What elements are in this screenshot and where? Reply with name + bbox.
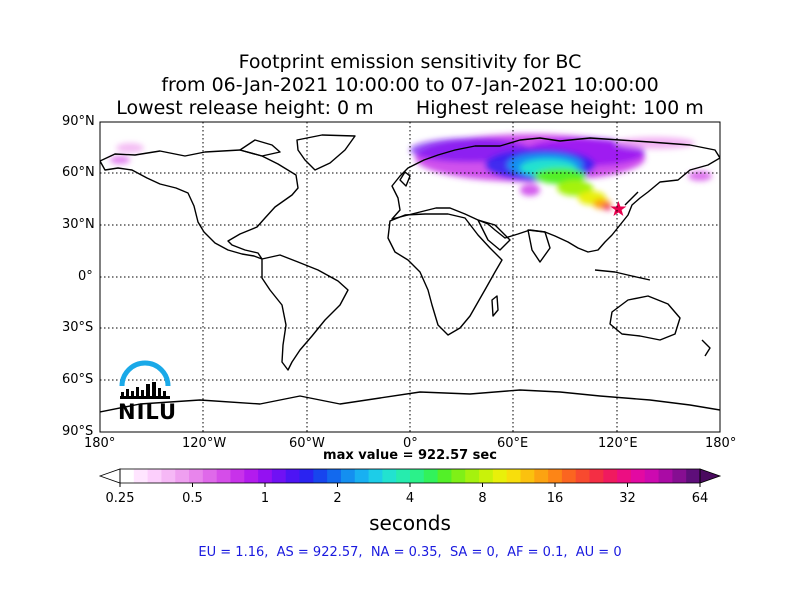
colorbar-cell bbox=[410, 469, 425, 483]
coastlines bbox=[100, 134, 720, 413]
colorbar-cell bbox=[147, 469, 162, 483]
colorbar-cell bbox=[520, 469, 535, 483]
colorbar-cell bbox=[189, 469, 204, 483]
colorbar-cell bbox=[548, 469, 563, 483]
lat-tick-30n: 30°N bbox=[62, 217, 95, 232]
colorbar-cell bbox=[561, 469, 577, 483]
colorbar-cell bbox=[492, 469, 508, 483]
colorbar-cell bbox=[396, 469, 411, 483]
title-line-2: from 06-Jan-2021 10:00:00 to 07-Jan-2021… bbox=[161, 74, 659, 96]
colorbar-cell bbox=[216, 469, 231, 483]
colorbar-cell bbox=[506, 469, 521, 483]
colorbar-tick-label: 16 bbox=[547, 491, 564, 506]
colorbar-over-arrow bbox=[699, 468, 722, 484]
colorbar-cell bbox=[133, 469, 149, 483]
colorbar-cell bbox=[644, 469, 660, 483]
colorbar-under-arrow bbox=[98, 468, 121, 484]
lat-tick-60s: 60°S bbox=[62, 372, 94, 387]
colorbar-tick-label: 1 bbox=[261, 491, 269, 506]
colorbar-cell bbox=[354, 469, 370, 483]
colorbar-cell bbox=[327, 469, 342, 483]
nilu-logo bbox=[119, 360, 171, 399]
colorbar-cell bbox=[340, 469, 356, 483]
colorbar-cell bbox=[313, 469, 328, 483]
colorbar-tick-label: 0.25 bbox=[106, 491, 135, 506]
colorbar-cell bbox=[672, 469, 687, 483]
colorbar-cell bbox=[603, 469, 618, 483]
colorbar-cell bbox=[175, 469, 190, 483]
lon-tick-180w: 180° bbox=[84, 436, 116, 451]
colorbar-cell bbox=[423, 469, 439, 483]
colorbar-cell bbox=[368, 469, 383, 483]
colorbar-cell bbox=[589, 469, 604, 483]
colorbar-cell bbox=[451, 469, 466, 483]
colorbar-cell bbox=[244, 469, 259, 483]
colorbar-tick-label: 32 bbox=[619, 491, 636, 506]
colorbar-cell bbox=[258, 469, 273, 483]
lat-tick-60n: 60°N bbox=[62, 165, 95, 180]
lat-tick-90s: 90°S bbox=[62, 424, 94, 439]
colorbar-tick-label: 0.5 bbox=[182, 491, 203, 506]
map-frame bbox=[99, 121, 721, 433]
colorbar-tick-label: 64 bbox=[692, 491, 709, 506]
colorbar-cell bbox=[120, 469, 135, 483]
colorbar-tick-label: 2 bbox=[333, 491, 341, 506]
nilu-logo-text: NILU bbox=[118, 400, 178, 424]
colorbar-cell bbox=[202, 469, 218, 483]
colorbar-cell bbox=[271, 469, 287, 483]
lat-tick-90n: 90°N bbox=[62, 114, 95, 129]
lon-tick-60e: 60°E bbox=[497, 436, 529, 451]
colorbar-tick-label: 4 bbox=[406, 491, 414, 506]
colorbar-cell bbox=[479, 469, 494, 483]
lon-tick-0: 0° bbox=[403, 436, 418, 451]
colorbar-cell bbox=[437, 469, 452, 483]
lat-tick-30s: 30°S bbox=[62, 320, 94, 335]
colorbar-cell bbox=[686, 469, 701, 483]
colorbar-cell bbox=[465, 469, 480, 483]
lon-tick-120e: 120°E bbox=[598, 436, 638, 451]
colorbar-cell bbox=[299, 469, 314, 483]
colorbar-units-label: seconds bbox=[369, 511, 451, 535]
colorbar-cell bbox=[575, 469, 591, 483]
title-line-1: Footprint emission sensitivity for BC bbox=[238, 51, 582, 73]
colorbar-cell bbox=[285, 469, 301, 483]
colorbar-cell bbox=[382, 469, 397, 483]
colorbar-cell bbox=[534, 469, 549, 483]
title-line-3: Lowest release height: 0 m Highest relea… bbox=[116, 97, 704, 119]
max-value-label: max value = 922.57 sec bbox=[323, 448, 497, 463]
lon-tick-180e: 180° bbox=[705, 436, 737, 451]
colorbar-tick-label: 8 bbox=[478, 491, 486, 506]
lon-tick-60w: 60°W bbox=[289, 436, 325, 451]
release-point-star bbox=[610, 201, 627, 216]
lon-tick-120w: 120°W bbox=[182, 436, 227, 451]
colorbar-cell bbox=[630, 469, 646, 483]
colorbar-cell bbox=[658, 469, 673, 483]
colorbar-cell bbox=[617, 469, 632, 483]
region-totals: EU = 1.16, AS = 922.57, NA = 0.35, SA = … bbox=[198, 545, 622, 560]
lat-tick-0: 0° bbox=[78, 269, 93, 284]
colorbar-cell bbox=[161, 469, 176, 483]
colorbar-cell bbox=[230, 469, 245, 483]
graticule bbox=[100, 122, 720, 432]
